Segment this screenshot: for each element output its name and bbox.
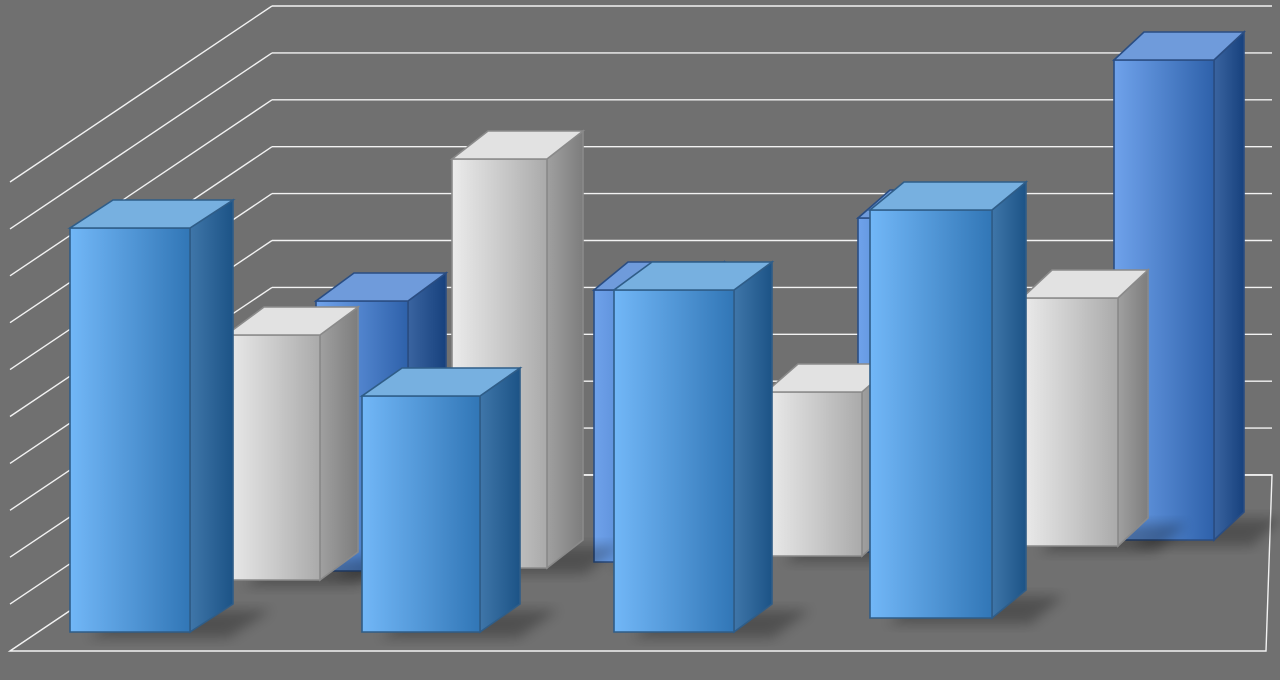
group-2-front-front bbox=[362, 396, 480, 632]
group-3-front-front bbox=[614, 290, 734, 632]
group-3-back-gray-front bbox=[766, 392, 862, 556]
group-2-back-gray-side bbox=[547, 131, 583, 568]
group-1-front-side bbox=[190, 200, 233, 632]
group-4-front-side bbox=[992, 182, 1026, 618]
group-1-back-gray-front bbox=[226, 335, 320, 580]
group-1-back-gray-side bbox=[320, 307, 358, 580]
group-5-back-gray-side bbox=[1118, 270, 1148, 546]
group-3-front-side bbox=[734, 262, 772, 632]
group-2-front-side bbox=[480, 368, 520, 632]
group-4-front-front bbox=[870, 210, 992, 618]
bar-chart-3d bbox=[0, 0, 1280, 680]
group-5-back-gray-front bbox=[1022, 298, 1118, 546]
group-1-front-front bbox=[70, 228, 190, 632]
group-5-back-blue-side bbox=[1214, 32, 1244, 540]
